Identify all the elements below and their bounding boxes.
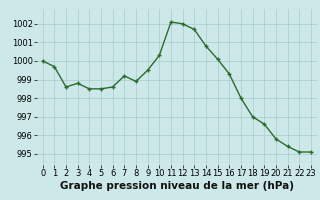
X-axis label: Graphe pression niveau de la mer (hPa): Graphe pression niveau de la mer (hPa) bbox=[60, 181, 294, 191]
